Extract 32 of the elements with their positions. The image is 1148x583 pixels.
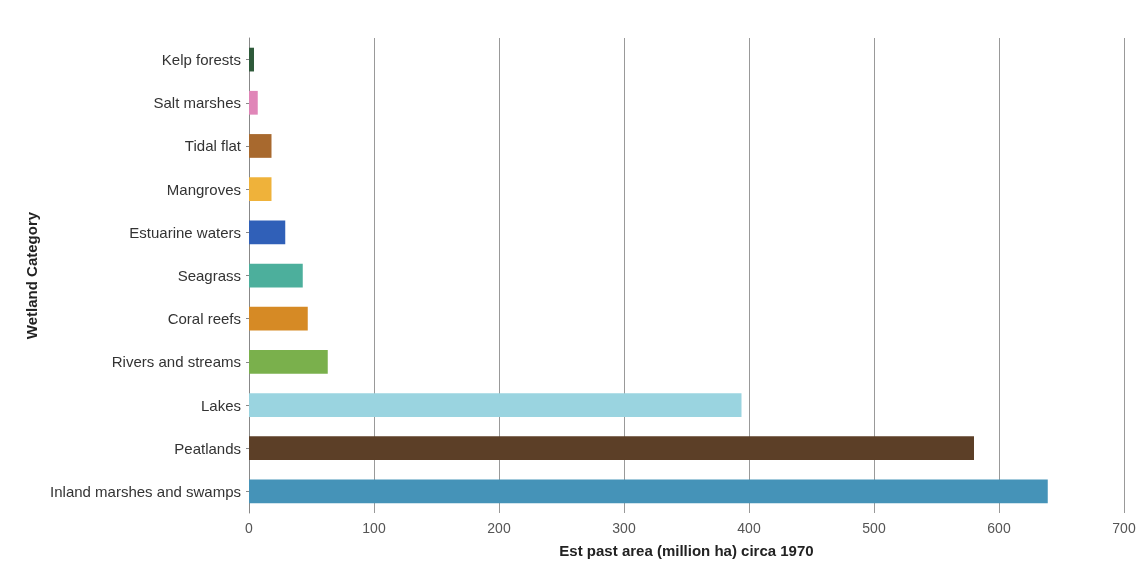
y-axis-title: Wetland Category [23,211,41,340]
x-tick-label: 300 [612,520,636,536]
y-tick-label: Estuarine waters [129,223,241,241]
bar [249,47,254,72]
y-tick-label: Mangroves [166,180,241,198]
y-tick-label: Tidal flat [184,137,242,155]
y-tick-label: Seagrass [177,267,241,284]
y-tick-label: Lakes [200,396,241,414]
bar [249,90,258,115]
y-tick-label: Inland marshes and swamps [50,482,241,500]
bar [249,220,286,245]
x-tick-label: 0 [245,520,254,536]
x-tick-label: 200 [487,520,511,536]
bar [249,393,742,417]
bar [249,134,272,158]
x-tick-label: 700 [1112,520,1136,536]
bar [249,349,328,374]
x-tick-label: 600 [987,520,1011,536]
bar [249,177,272,202]
x-tick-label: 500 [862,520,886,536]
x-tick-label: 400 [737,520,761,536]
y-tick-label: Peatlands [174,439,241,457]
bar [249,263,303,288]
bar [249,479,1048,504]
y-tick-label: Salt marshes [153,94,241,112]
y-tick-label: Rivers and streams [111,353,241,371]
y-tick-label: Kelp forests [161,51,241,69]
bar [249,306,308,331]
bar [249,436,974,461]
x-axis-title: Est past area (million ha) circa 1970 [559,542,814,559]
y-tick-label: Coral reefs [167,310,241,328]
x-tick-label: 100 [362,520,386,536]
